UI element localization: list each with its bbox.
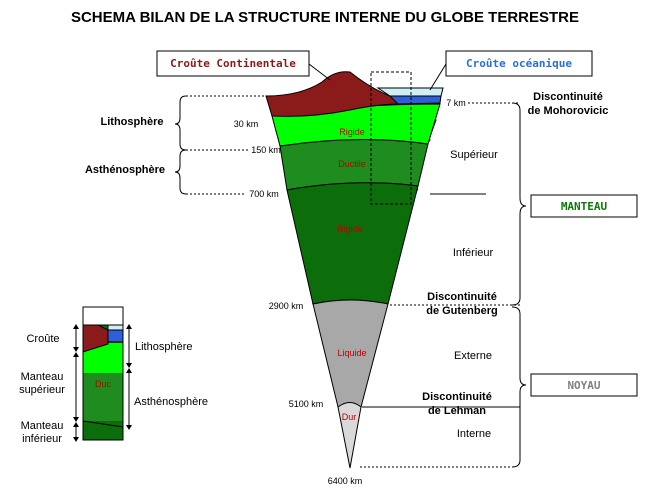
mantle-box-label: MANTEAU bbox=[561, 200, 608, 213]
gutenberg-label-2: de Gutenberg bbox=[426, 305, 498, 317]
state-liquid: Liquide bbox=[337, 348, 366, 358]
depth-5100km: 5100 km bbox=[289, 399, 324, 409]
depth-7km: 7 km bbox=[446, 98, 466, 108]
lower-mantle-block bbox=[286, 182, 419, 305]
mantle-box bbox=[530, 194, 638, 218]
core-outer-label: Externe bbox=[454, 350, 492, 362]
main-wedge bbox=[265, 71, 444, 469]
inset-diagram bbox=[82, 306, 124, 441]
oceanic-crust-box bbox=[445, 50, 593, 77]
lithosphere-brace bbox=[174, 95, 187, 151]
asthenosphere-brace bbox=[174, 149, 187, 195]
gutenberg-label-1: Discontinuité bbox=[427, 291, 497, 303]
core-box-label: NOYAU bbox=[567, 379, 600, 392]
continental-crust bbox=[265, 71, 400, 117]
lehman-label-1: Discontinuité bbox=[422, 391, 492, 403]
state-ductile: Ductile bbox=[338, 159, 366, 169]
zoom-frame bbox=[370, 71, 412, 205]
depth-700km: 700 km bbox=[249, 189, 279, 199]
page-title: SCHEMA BILAN DE LA STRUCTURE INTERNE DU … bbox=[71, 9, 579, 26]
oceanic-crust bbox=[388, 95, 442, 105]
mantle-upper-label: Supérieur bbox=[450, 149, 498, 161]
moho-label-2: de Mohorovicic bbox=[528, 105, 609, 117]
inset-asthenosphere-label: Asthénosphère bbox=[134, 396, 208, 408]
state-hard: Dur bbox=[342, 412, 357, 422]
oceanic-crust-box-label: Croûte océanique bbox=[466, 57, 572, 70]
inset-lower-mantle-1: Manteau bbox=[21, 420, 64, 432]
asthenosphere-label: Asthénosphère bbox=[85, 164, 165, 176]
depth-30km: 30 km bbox=[234, 119, 259, 129]
continental-crust-box bbox=[156, 50, 310, 77]
depth-6400km: 6400 km bbox=[328, 476, 363, 486]
moho-label-1: Discontinuité bbox=[533, 91, 603, 103]
core-brace bbox=[511, 306, 527, 468]
inset-lithosphere-label: Lithosphère bbox=[135, 341, 193, 353]
depth-150km: 150 km bbox=[251, 145, 281, 155]
lehman-label-2: de Lehman bbox=[428, 405, 486, 417]
mantle-lower-label: Inférieur bbox=[453, 247, 494, 259]
depth-2900km: 2900 km bbox=[269, 301, 304, 311]
inset-arrows bbox=[75, 326, 130, 440]
inset-state-label: Duc bbox=[95, 379, 112, 389]
inset-upper-mantle-1: Manteau bbox=[21, 371, 64, 383]
core-box bbox=[530, 373, 638, 397]
state-rigid-1: Rigide bbox=[339, 127, 365, 137]
state-rigid-2: Rigide bbox=[337, 224, 363, 234]
inset-crust-label: Croûte bbox=[26, 333, 59, 345]
mantle-brace bbox=[511, 102, 527, 306]
lithosphere-label: Lithosphère bbox=[101, 116, 164, 128]
inner-core-layer bbox=[337, 402, 362, 469]
inset-lower-mantle-2: inférieur bbox=[22, 433, 62, 445]
core-inner-label: Interne bbox=[457, 428, 491, 440]
continental-crust-box-label: Croûte Continentale bbox=[170, 57, 296, 70]
inset-upper-mantle-2: supérieur bbox=[19, 384, 65, 396]
